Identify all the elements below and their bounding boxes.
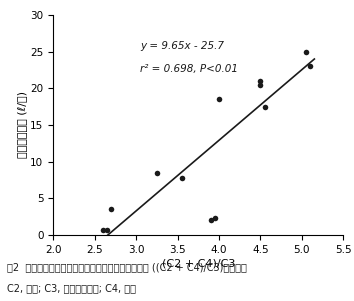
Text: C2, 酢酸; C3, プロピオン酸; C4, 酩酸: C2, 酢酸; C3, プロピオン酸; C4, 酩酸	[7, 283, 136, 293]
Point	[104, 227, 110, 232]
Point	[208, 218, 213, 222]
Point	[303, 49, 309, 54]
Point	[108, 207, 114, 212]
Text: r² = 0.698, P<0.01: r² = 0.698, P<0.01	[140, 64, 238, 74]
X-axis label: (C2 + C4)/C3: (C2 + C4)/C3	[161, 259, 235, 269]
Point	[258, 82, 263, 87]
Point	[179, 176, 184, 181]
Point	[154, 170, 160, 175]
Text: 図2  メタン産生量とルーメン内短鎖脂肪酸の濃度比 ((C2 + C4)/C3)との関係: 図2 メタン産生量とルーメン内短鎖脂肪酸の濃度比 ((C2 + C4)/C3)と…	[7, 262, 247, 272]
Point	[262, 104, 267, 109]
Y-axis label: メタン産生量 (ℓ/日): メタン産生量 (ℓ/日)	[17, 92, 27, 158]
Point	[216, 97, 222, 102]
Point	[212, 216, 218, 220]
Text: y = 9.65x - 25.7: y = 9.65x - 25.7	[140, 41, 224, 51]
Point	[258, 79, 263, 83]
Point	[100, 227, 106, 232]
Point	[307, 64, 313, 69]
